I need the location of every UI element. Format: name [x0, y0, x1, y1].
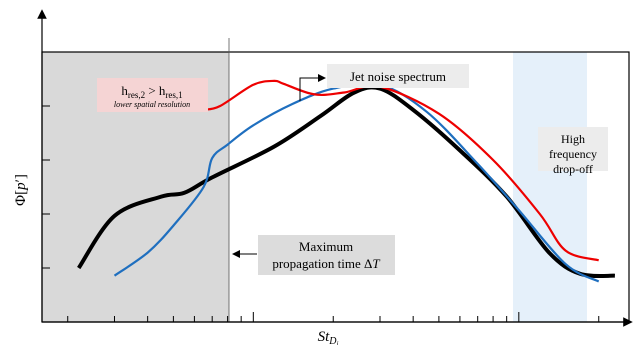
resolution-box	[97, 78, 208, 112]
y-axis-label: Φ[p′]	[13, 174, 29, 206]
high-frequency-label-line-1: High	[561, 132, 585, 146]
high-frequency-box	[538, 127, 608, 171]
max-propagation-label-line-2: propagation time ΔT	[272, 256, 380, 271]
jet-noise-label: Jet noise spectrum	[350, 69, 446, 84]
resolution-note: lower spatial resolution	[114, 100, 190, 109]
resolution-inequality: hres,2 > hres,1	[121, 83, 182, 100]
blue-spectrum-curve	[113, 82, 600, 283]
high-frequency-label-line-2: frequency	[549, 147, 597, 161]
y-axis-ticks	[42, 105, 50, 269]
x-axis-label: StDj	[318, 329, 339, 345]
jet-noise-box	[327, 64, 469, 88]
x-axis-ticks	[67, 312, 600, 322]
max-propagation-box	[258, 235, 395, 275]
jet-noise-leader-arrow	[299, 74, 326, 101]
high-frequency-region	[513, 52, 587, 322]
max-propagation-label-line-1: Maximum	[299, 239, 353, 254]
red-spectrum-curve	[203, 79, 600, 262]
spectrum-curves	[77, 79, 616, 283]
black-spectrum-curve	[77, 85, 616, 279]
high-frequency-label-line-3: drop-off	[553, 162, 593, 176]
